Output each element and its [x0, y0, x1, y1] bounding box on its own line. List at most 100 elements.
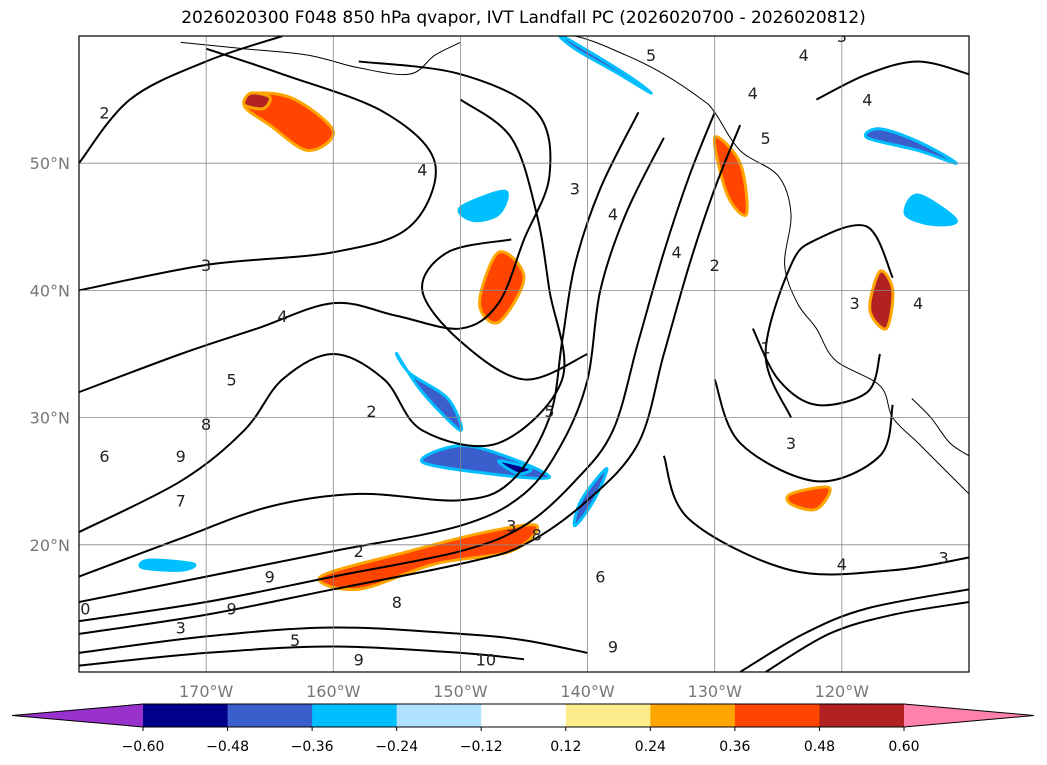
contour-label: 6 [595, 568, 605, 587]
contour-line [421, 238, 588, 381]
colorbar-tick-label: 0.48 [804, 739, 835, 755]
colorbar-segment [819, 704, 905, 727]
contour-line [815, 60, 969, 101]
filled-regions [138, 36, 958, 592]
contour-label: 8 [532, 526, 542, 545]
colorbar-segment [312, 704, 398, 727]
contour-line [765, 601, 969, 672]
contour-label: 5 [544, 402, 554, 421]
contour-label: 1 [760, 339, 770, 358]
filled-region [317, 523, 540, 592]
filled-region [242, 91, 272, 111]
contour-label: 10 [476, 650, 496, 669]
colorbar-tick-label: 0.60 [888, 739, 919, 755]
x-tick-label: 150°W [433, 682, 488, 701]
colorbar-tick-label: −0.60 [122, 739, 165, 755]
filled-region [863, 127, 958, 165]
contour-label: 5 [760, 129, 770, 148]
x-tick-label: 130°W [688, 682, 743, 701]
contour-label: 5 [646, 46, 656, 65]
contour-label: 4 [799, 46, 809, 65]
contour-label: 2 [366, 402, 376, 421]
contour-label: 3 [786, 434, 796, 453]
x-tick-label: 170°W [179, 682, 234, 701]
x-tick-label: 160°W [306, 682, 361, 701]
contour-line [79, 124, 742, 635]
map-frame [78, 35, 970, 673]
colorbar-segment [650, 704, 736, 727]
colorbar-tick-label: −0.36 [291, 739, 334, 755]
colorbar-segment [565, 704, 651, 727]
contour-line [79, 60, 552, 394]
contour-label: 3 [506, 517, 516, 536]
y-tick-label: 20°N [30, 536, 70, 555]
filled-region [903, 193, 958, 227]
colorbar-tick-label: 0.36 [719, 739, 750, 755]
filled-region [785, 485, 832, 512]
gridlines [79, 36, 969, 672]
colorbar-extend-low [12, 704, 143, 727]
contour-label: 5 [226, 370, 236, 389]
contour-line [79, 111, 640, 578]
colorbar-tick-label: −0.12 [460, 739, 503, 755]
axis-ticks: 170°W 160°W 150°W 140°W 130°W 120°W20°N30°N40… [30, 154, 870, 701]
contour-label: 9 [176, 447, 186, 466]
filled-region [557, 36, 653, 95]
x-tick-label: 120°W [815, 682, 870, 701]
y-tick-label: 50°N [30, 154, 70, 173]
colorbar-segment [227, 704, 313, 727]
contour-label: 3 [837, 27, 847, 46]
filled-region [712, 135, 749, 217]
contour-label: 4 [608, 205, 618, 224]
map-background [79, 36, 969, 672]
contour-label: 3 [201, 256, 211, 275]
contour-label: 2 [710, 256, 720, 275]
colorbar-segment [734, 704, 820, 727]
filled-region [497, 459, 533, 476]
colorbar-tick-label: −0.48 [206, 739, 249, 755]
contour-label: 3 [849, 294, 859, 313]
contour-line [79, 137, 665, 604]
contour-label: 8 [392, 593, 402, 612]
contour-label: 3 [176, 618, 186, 637]
contour-label: 3 [570, 180, 580, 199]
contour-line [764, 224, 894, 419]
contour-label: 2 [354, 542, 364, 561]
y-tick-label: 40°N [30, 281, 70, 300]
contour-line [79, 626, 588, 654]
colorbar-segment [396, 704, 482, 727]
contour-label: 4 [837, 555, 847, 574]
y-tick-label: 30°N [30, 409, 70, 428]
contour-label: 4 [277, 307, 287, 326]
contour-label: 2 [99, 103, 109, 122]
contour-label: 9 [608, 638, 618, 657]
colorbar-segment [143, 704, 229, 727]
contour-line [713, 379, 894, 483]
chart-title: 2026020300 F048 850 hPa qvapor, IVT Land… [181, 8, 866, 28]
filled-region [394, 352, 463, 432]
contour-line [79, 36, 283, 164]
contour-label: 4 [671, 243, 681, 262]
contour-label: 9 [354, 650, 364, 669]
colorbar-tick-label: 0.24 [635, 739, 666, 755]
contour-label: 0 [80, 599, 90, 618]
contour-label: 9 [226, 599, 236, 618]
ivt-contours [79, 36, 969, 672]
filled-region [138, 558, 197, 572]
colorbar-tick-label: −0.24 [375, 739, 418, 755]
contour-label: 4 [417, 161, 427, 180]
contour-label: 6 [99, 447, 109, 466]
contour-label: 3 [938, 549, 948, 568]
colorbar-extend-high [904, 704, 1034, 727]
contour-line [751, 328, 881, 407]
contour-label: 4 [862, 91, 872, 110]
x-tick-label: 140°W [560, 682, 615, 701]
contour-label: 7 [176, 491, 186, 510]
contour-label: 4 [748, 84, 758, 103]
contour-label: 4 [913, 294, 923, 313]
contour-line [662, 455, 969, 576]
coastline [911, 398, 969, 457]
contour-label: 5 [290, 631, 300, 650]
